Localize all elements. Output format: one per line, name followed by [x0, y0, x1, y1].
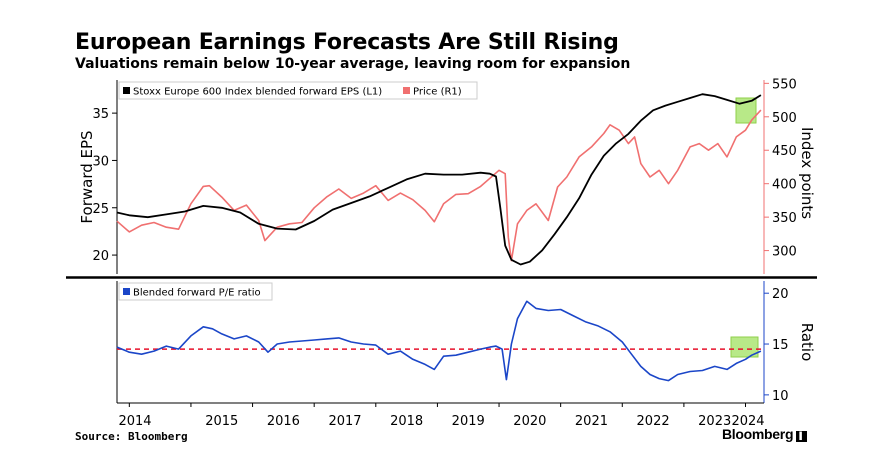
left-tick-label: 35 — [92, 107, 109, 122]
pe-tick-label: 10 — [772, 389, 789, 404]
x-tick-label: 2015 — [205, 414, 238, 429]
bottom-panel: 10 15 20 Ratio Blended forward P/E ratio — [116, 281, 816, 404]
price-line — [116, 109, 762, 262]
x-tick-label: 2016 — [267, 414, 300, 429]
x-tick-label: 2022 — [637, 414, 670, 429]
legend-price-swatch — [403, 87, 410, 94]
x-tick-label: 2021 — [575, 414, 608, 429]
legend-bottom: Blended forward P/E ratio — [118, 282, 273, 301]
chart-subtitle: Valuations remain below 10-year average,… — [75, 56, 631, 72]
x-axis: 2014 2015 2016 2017 2018 2019 2020 2021 2022 2023… — [117, 402, 765, 429]
left-tick-label: 30 — [92, 154, 109, 169]
bloomberg-logo: Bloomberg ▌ — [722, 426, 808, 442]
left-axis-title: Forward EPS — [78, 130, 96, 223]
right-tick-label: 400 — [772, 178, 797, 193]
x-tick-label: 2018 — [390, 414, 423, 429]
right-axis-title: Index points — [798, 127, 816, 219]
legend-pe-label: Blended forward P/E ratio — [133, 288, 261, 299]
chart-title: European Earnings Forecasts Are Still Ri… — [75, 30, 619, 55]
x-tick-label: 2019 — [452, 414, 485, 429]
pe-axis-title: Ratio — [798, 323, 816, 362]
right-tick-label: 500 — [772, 111, 797, 126]
legend-eps-swatch — [123, 87, 130, 94]
brand-name: Bloomberg — [722, 426, 794, 442]
right-tick-label: 450 — [772, 144, 797, 159]
left-tick-label: 20 — [92, 249, 109, 264]
x-tick-label: 2023 — [698, 414, 731, 429]
right-tick-label: 550 — [772, 77, 797, 92]
x-tick-label: 2017 — [328, 414, 361, 429]
right-tick-label: 300 — [772, 245, 797, 260]
x-tick-label: 2014 — [118, 414, 151, 429]
x-tick-label: 2024 — [731, 414, 764, 429]
legend-top-box — [118, 81, 478, 100]
legend-price-label: Price (R1) — [413, 87, 462, 98]
brand-mark-icon: ▌ — [796, 431, 808, 442]
pe-line — [116, 300, 762, 382]
x-tick-label: 2020 — [513, 414, 546, 429]
pe-tick-label: 20 — [772, 287, 789, 302]
left-tick-label: 25 — [92, 202, 109, 217]
source-note: Source: Bloomberg — [75, 430, 188, 443]
legend-top: Stoxx Europe 600 Index blended forward E… — [118, 81, 478, 100]
legend-pe-swatch — [123, 288, 130, 295]
highlight-box-bottom — [730, 336, 759, 358]
highlight-box-top — [735, 97, 757, 124]
legend-eps-label: Stoxx Europe 600 Index blended forward E… — [133, 87, 382, 98]
right-tick-label: 350 — [772, 211, 797, 226]
eps-line — [116, 93, 762, 266]
top-panel: 20 25 30 35 300 350 400 450 500 550 Forward EPS Ind… — [66, 77, 817, 279]
legend-bottom-box — [118, 282, 273, 301]
pe-tick-label: 15 — [772, 338, 789, 353]
